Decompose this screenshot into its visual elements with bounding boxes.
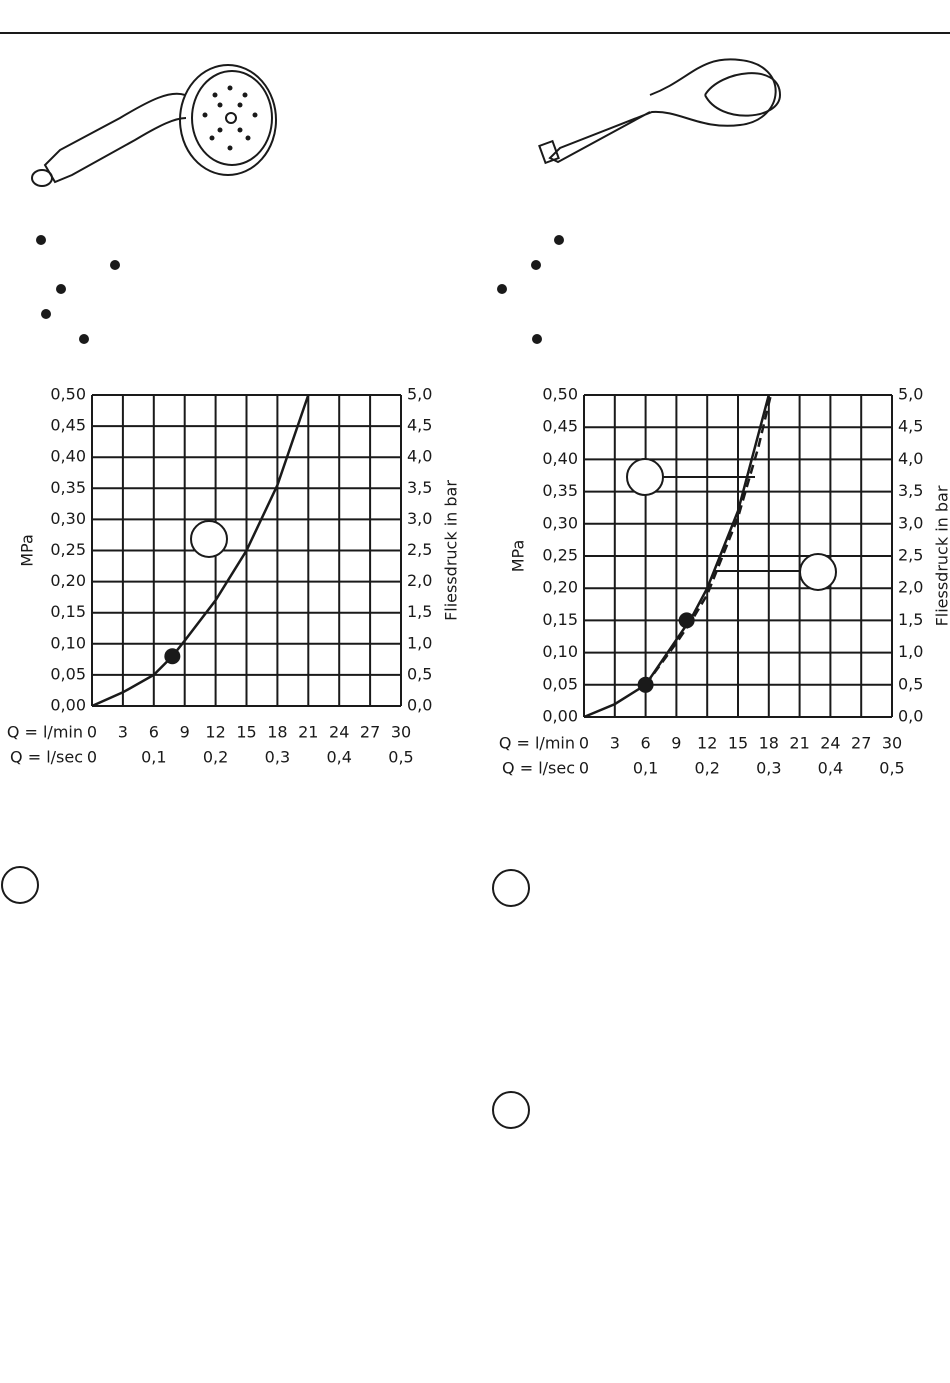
y-tick-label: 0,40: [542, 449, 578, 468]
x-tick-label: 24: [329, 723, 349, 742]
y-tick-label: 0,50: [50, 385, 86, 404]
operating-point: [637, 676, 654, 693]
x-tick-label: 0: [87, 723, 97, 742]
y2-tick-label: 5,0: [898, 385, 923, 404]
x2-tick-label: 0,4: [818, 759, 843, 778]
y-tick-label: 0,50: [542, 385, 578, 404]
x-tick-label: 0: [579, 734, 589, 753]
x-tick-label: 12: [205, 723, 225, 742]
y2-tick-label: 0,5: [407, 664, 432, 683]
y-tick-label: 0,00: [50, 696, 86, 715]
y2-tick-label: 3,0: [898, 513, 923, 532]
y2-tick-label: 4,5: [898, 417, 923, 436]
x2-tick-label: 0: [579, 759, 589, 778]
y-tick-label: 0,25: [50, 540, 86, 559]
y2-tick-label: 4,0: [407, 447, 432, 466]
x-tick-label: 27: [360, 723, 380, 742]
x2-tick-label: 0,3: [756, 759, 781, 778]
y2-tick-label: 2,5: [407, 540, 432, 559]
chart: 0 3 6 9 12 15 18 21 24 27 30 0 0,1 0,2 0,3 0,4 0,5 0,00 0,…: [7, 385, 461, 767]
x-tick-label: 12: [697, 734, 717, 753]
x-tick-label: 30: [391, 723, 411, 742]
x2-tick-label: 0,5: [388, 748, 413, 767]
x2-tick-label: 0,4: [326, 748, 351, 767]
y-tick-label: 0,15: [542, 610, 578, 629]
y-tick-label: 0,25: [542, 546, 578, 565]
x2-axis-label: Q = l/sec: [502, 759, 575, 778]
x2-tick-label: 0,3: [265, 748, 290, 767]
x2-tick-label: 0,2: [203, 748, 228, 767]
x2-tick-label: 0,1: [633, 759, 658, 778]
y2-tick-label: 4,0: [898, 449, 923, 468]
shower-illustration: [31, 64, 277, 187]
y-tick-label: 0,20: [50, 571, 86, 590]
x-tick-label: 24: [820, 734, 840, 753]
x-axis-label: Q = l/min: [499, 734, 575, 753]
y2-tick-label: 3,5: [407, 478, 432, 497]
x2-tick-label: 0,2: [694, 759, 719, 778]
x2-tick-label: 0,5: [879, 759, 904, 778]
y2-tick-label: 0,0: [407, 696, 432, 715]
y2-tick-label: 1,5: [898, 610, 923, 629]
y2-axis-label: Fliessdruck in bar: [933, 485, 950, 626]
y-axis-label: MPa: [509, 540, 528, 573]
y2-tick-label: 2,0: [407, 571, 432, 590]
y-tick-label: 0,45: [542, 417, 578, 436]
y2-tick-label: 0,0: [898, 707, 923, 726]
y-tick-label: 0,10: [542, 642, 578, 661]
y-tick-label: 0,20: [542, 578, 578, 597]
y-tick-label: 0,30: [50, 509, 86, 528]
y2-tick-label: 3,5: [898, 481, 923, 500]
y-tick-label: 0,35: [542, 481, 578, 500]
x-tick-label: 9: [671, 734, 681, 753]
x-tick-label: 15: [728, 734, 748, 753]
shower-illustration: [538, 58, 782, 165]
x-tick-label: 27: [851, 734, 871, 753]
y-tick-label: 0,00: [542, 707, 578, 726]
y2-tick-label: 2,0: [898, 578, 923, 597]
y-tick-label: 0,05: [542, 674, 578, 693]
x-tick-label: 6: [641, 734, 651, 753]
operating-point: [164, 648, 181, 665]
curve: [91, 394, 310, 708]
y-tick-label: 0,15: [50, 602, 86, 621]
y2-tick-label: 2,5: [898, 546, 923, 565]
y-tick-label: 0,35: [50, 478, 86, 497]
y2-tick-label: 5,0: [407, 385, 432, 404]
y-axis-label: MPa: [18, 534, 37, 567]
x2-axis-label: Q = l/sec: [10, 748, 83, 767]
x-tick-label: 30: [882, 734, 902, 753]
x-tick-label: 18: [759, 734, 779, 753]
y-tick-label: 0,45: [50, 416, 86, 435]
callout-circles: [1, 458, 837, 1129]
y2-tick-label: 3,0: [407, 509, 432, 528]
x-axis-label: Q = l/min: [7, 723, 83, 742]
y-tick-label: 0,40: [50, 447, 86, 466]
y-tick-label: 0,10: [50, 633, 86, 652]
x-tick-label: 18: [267, 723, 287, 742]
x-tick-label: 21: [789, 734, 809, 753]
y2-tick-label: 4,5: [407, 416, 432, 435]
y2-tick-label: 1,0: [407, 633, 432, 652]
x2-tick-label: 0: [87, 748, 97, 767]
x-tick-label: 6: [149, 723, 159, 742]
x2-tick-label: 0,1: [141, 748, 166, 767]
y2-axis-label: Fliessdruck in bar: [442, 480, 461, 621]
y-tick-label: 0,30: [542, 513, 578, 532]
x-tick-label: 21: [298, 723, 318, 742]
x-tick-label: 3: [118, 723, 128, 742]
x-tick-label: 15: [236, 723, 256, 742]
y2-tick-label: 1,0: [898, 642, 923, 661]
y2-tick-label: 0,5: [898, 674, 923, 693]
x-tick-label: 9: [180, 723, 190, 742]
y-tick-label: 0,05: [50, 664, 86, 683]
curve: [644, 394, 773, 686]
chart: 0 3 6 9 12 15 18 21 24 27 30 0 0,1 0,2 0,3 0,4 0,5 0,00 0,…: [499, 385, 950, 778]
x-tick-label: 3: [610, 734, 620, 753]
bullet-dots: [36, 235, 564, 344]
spray-holes: [202, 85, 258, 151]
y2-tick-label: 1,5: [407, 602, 432, 621]
operating-point: [678, 612, 695, 629]
